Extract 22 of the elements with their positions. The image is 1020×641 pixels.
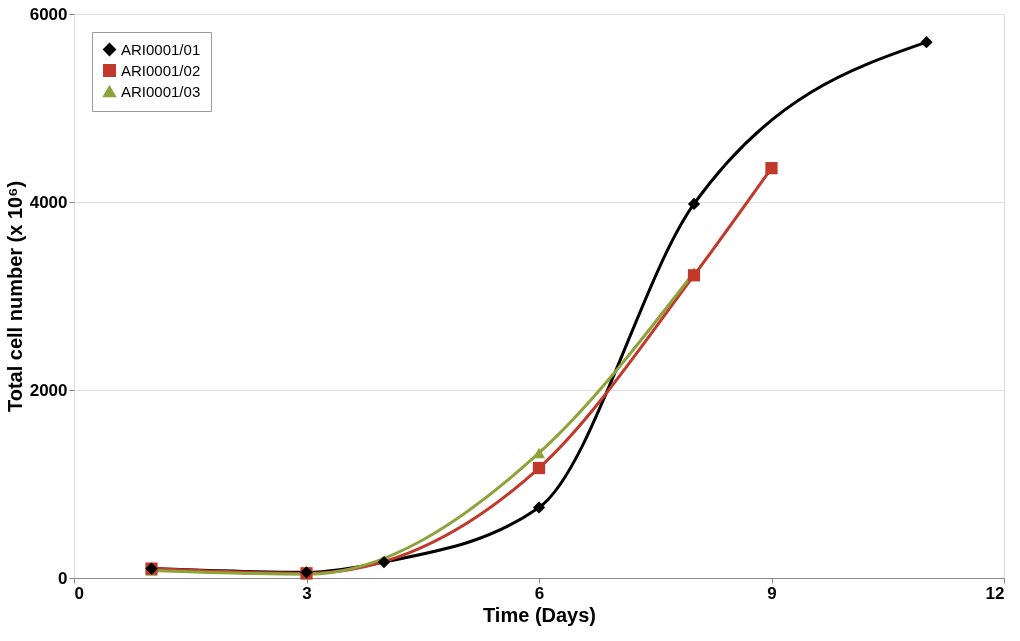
y-tick-label: 2000 xyxy=(29,380,68,400)
y-tick-label: 4000 xyxy=(29,192,68,212)
point xyxy=(532,461,546,475)
x-tick-label: 3 xyxy=(302,583,312,603)
point xyxy=(920,36,933,49)
y-axis-title: Total cell number (x 10⁶) xyxy=(3,180,26,413)
point xyxy=(687,197,701,210)
y-tick-label: 6000 xyxy=(29,4,68,24)
legend-label: ARI0001/02 xyxy=(121,61,201,79)
x-tick-label: 0 xyxy=(74,583,84,603)
point xyxy=(765,162,778,175)
legend-label: ARI0001/03 xyxy=(121,82,201,100)
x-tick-label: 9 xyxy=(767,583,777,603)
point xyxy=(532,447,546,459)
x-tick-label: 6 xyxy=(534,583,545,603)
y-tick-label: 0 xyxy=(58,568,68,588)
point xyxy=(687,269,701,282)
x-axis-title: Time (Days) xyxy=(482,603,597,626)
point xyxy=(377,555,391,569)
point xyxy=(532,501,546,514)
x-tick-label: 12 xyxy=(985,583,1005,603)
legend-label: ARI0001/01 xyxy=(121,40,201,58)
